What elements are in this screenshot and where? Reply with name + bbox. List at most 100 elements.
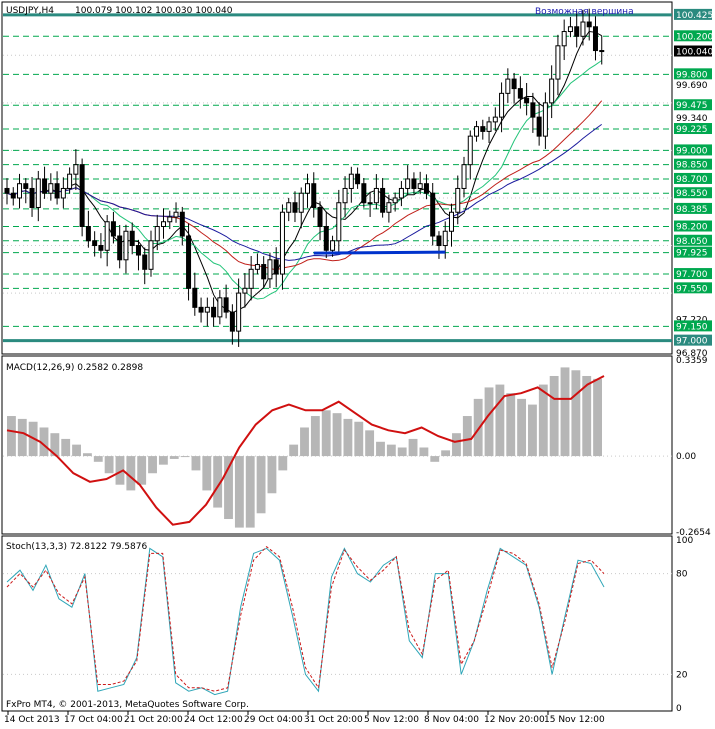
candle-body	[398, 187, 404, 199]
price-tag-label: 97.000	[676, 337, 708, 347]
price-tag-label: 98.700	[676, 175, 708, 185]
candle-body	[236, 292, 242, 332]
macd-bar	[256, 456, 266, 514]
macd-bar	[158, 456, 168, 465]
candle-body	[386, 202, 392, 213]
macd-bar	[506, 393, 516, 457]
price-tag-label: 98.550	[676, 189, 708, 199]
macd-bar	[528, 404, 537, 457]
price-tick-label: 99.690	[676, 81, 708, 91]
candle-body	[186, 235, 192, 289]
macd-label: MACD(12,26,9) 0.2582 0.2898	[6, 363, 143, 373]
copyright-text: FxPro MT4, © 2001-2013, MetaQuotes Softw…	[6, 700, 249, 710]
candle-body	[467, 135, 473, 166]
candle-body	[85, 226, 91, 242]
candle-body	[480, 126, 486, 132]
chart-header-symbol: USDJPY,H4	[6, 6, 54, 16]
candle-body	[10, 192, 16, 199]
candle-body	[73, 164, 79, 175]
macd-bar	[224, 456, 233, 520]
macd-bar	[495, 384, 505, 457]
macd-bar	[484, 387, 494, 457]
price-tag-box	[674, 268, 712, 280]
macd-bar	[365, 430, 375, 457]
price-tag-box	[674, 202, 712, 214]
time-tick-label: 21 Oct 20:00	[124, 715, 183, 725]
candle-body	[298, 192, 304, 213]
candle-body	[430, 192, 436, 237]
candle-body	[417, 183, 423, 189]
price-overlays	[313, 250, 446, 255]
candle-body	[336, 202, 342, 242]
price-tag-label: 98.200	[676, 223, 708, 233]
price-tag-box	[674, 234, 712, 246]
macd-bar	[39, 427, 49, 457]
macd-bar	[560, 367, 570, 457]
macd-bar	[582, 375, 592, 457]
candle-body	[305, 183, 310, 194]
candle-body	[486, 121, 492, 132]
macd-bar	[137, 456, 147, 485]
price-tag-label: 97.700	[676, 270, 708, 280]
candle-body	[361, 183, 367, 204]
horizontal-levels	[3, 13, 672, 343]
stoch-main-line	[6, 547, 605, 696]
candle-body	[492, 116, 498, 123]
macd-bar	[191, 456, 201, 471]
price-tag-box	[674, 144, 712, 156]
price-tag-box	[674, 282, 712, 294]
macd-bar	[61, 438, 71, 457]
candle-body	[117, 235, 123, 261]
price-tag-box	[674, 158, 712, 170]
macd-bar	[115, 456, 125, 485]
price-tag-box	[674, 8, 712, 20]
candle-body	[524, 97, 530, 104]
stoch-lines	[6, 546, 605, 696]
candle-body	[392, 197, 398, 204]
macd-bar	[549, 375, 559, 457]
candle-body	[474, 126, 480, 137]
macd-bar	[310, 416, 320, 457]
price-tag-label: 98.850	[676, 161, 708, 171]
macd-tick-label: -0.2654	[676, 528, 711, 538]
candle-body	[42, 178, 48, 194]
candle-body	[536, 116, 542, 137]
candle-body	[92, 240, 98, 247]
candle-body	[179, 211, 185, 237]
macd-bar	[593, 378, 602, 457]
macd-bar	[169, 456, 179, 459]
macd-bar	[321, 410, 331, 457]
macd-bar	[245, 456, 255, 528]
candle-body	[574, 26, 580, 37]
candle-body	[135, 245, 141, 256]
macd-signal-line	[6, 375, 605, 526]
price-tag-label: 97.925	[676, 249, 708, 259]
candle-body	[455, 187, 461, 213]
price-tag-label: 99.800	[676, 70, 708, 80]
price-tag-box	[674, 220, 712, 232]
candle-body	[279, 211, 285, 275]
price-tick-label: 96.870	[676, 349, 708, 359]
candle-body	[342, 187, 348, 204]
price-tag-label: 99.225	[676, 125, 708, 135]
macd-bar	[354, 421, 364, 457]
candle-body	[192, 287, 198, 308]
price-tag-label: 100.040	[676, 48, 713, 58]
candle-body	[461, 164, 467, 189]
macd-bar	[213, 456, 223, 508]
price-tag-label: 97.150	[676, 322, 708, 332]
candle-body	[161, 221, 167, 228]
candle-body	[411, 178, 417, 189]
macd-tick-label: 0.00	[676, 452, 696, 462]
stoch-axis: 100 80 20 0	[676, 536, 693, 714]
macd-bar	[180, 456, 190, 458]
time-tick-label: 24 Oct 12:00	[184, 715, 243, 725]
macd-bar	[72, 444, 81, 457]
candle-body	[173, 211, 179, 218]
candle-body	[254, 264, 260, 270]
price-tag-label: 99.475	[676, 101, 708, 111]
macd-bar	[452, 433, 461, 457]
time-tick-label: 31 Oct 20:00	[304, 715, 363, 725]
macd-bar	[441, 450, 451, 457]
